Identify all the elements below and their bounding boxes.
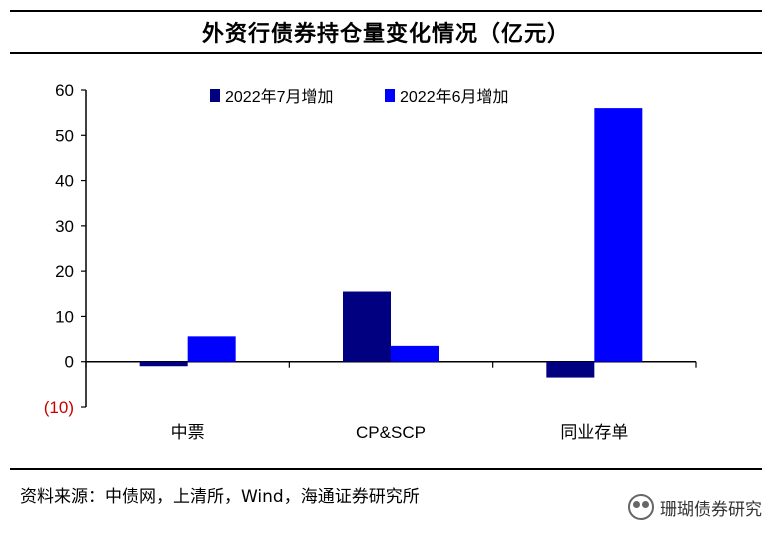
y-tick-label: 10	[55, 307, 74, 326]
bar	[391, 345, 439, 362]
legend-swatch	[385, 89, 395, 102]
bar	[139, 361, 188, 367]
source-footer: 资料来源：中债网，上清所，Wind，海通证券研究所	[10, 468, 762, 520]
bar-chart: 60 50 40 30 20 10 0 (10) 中票 CP&SCP 同业存单 2022年7月增加 20…	[44, 81, 697, 442]
legend-label: 2022年7月增加	[225, 88, 334, 106]
x-category-label: 中票	[171, 423, 205, 442]
y-tick-label: 60	[55, 81, 74, 100]
chart-title-bar: 外资行债券持仓量变化情况（亿元）	[10, 10, 762, 54]
watermark: 珊瑚债券研究	[628, 494, 762, 520]
y-tick-label: 20	[55, 262, 74, 281]
y-tick-label: 0	[65, 353, 74, 372]
bar	[187, 336, 236, 362]
y-tick-label: 40	[55, 172, 74, 191]
bar	[343, 291, 391, 362]
legend-swatch	[210, 89, 220, 102]
chart-title: 外资行债券持仓量变化情况（亿元）	[201, 21, 570, 47]
y-tick-label: (10)	[44, 398, 74, 417]
y-tick-label: 50	[55, 126, 74, 145]
bar	[546, 361, 595, 378]
wechat-icon	[628, 494, 654, 520]
x-category-label: CP&SCP	[356, 423, 426, 442]
watermark-text: 珊瑚债券研究	[660, 499, 762, 520]
y-tick-label: 30	[55, 217, 74, 236]
source-note: 资料来源：中债网，上清所，Wind，海通证券研究所	[20, 487, 420, 507]
bar	[594, 108, 643, 362]
chart-area: 60 50 40 30 20 10 0 (10) 中票 CP&SCP 同业存单 2022年7月增加 20…	[10, 52, 762, 468]
x-category-label: 同业存单	[560, 423, 628, 442]
legend-label: 2022年6月增加	[400, 88, 509, 106]
